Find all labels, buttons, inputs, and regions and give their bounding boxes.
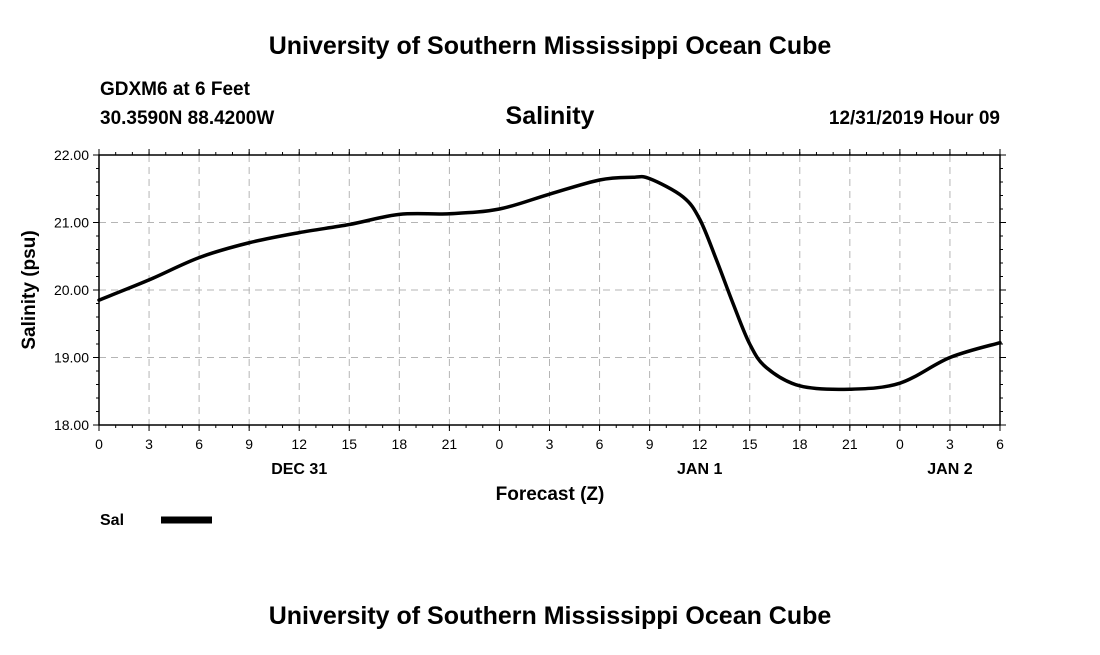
series-layer (97, 174, 1002, 392)
x-tick-label: 21 (842, 436, 858, 452)
x-tick-label: 12 (692, 436, 708, 452)
x-tick-label: 18 (792, 436, 808, 452)
x-tick-label: 3 (946, 436, 954, 452)
x-tick-label: 15 (341, 436, 357, 452)
timestamp-label: 12/31/2019 Hour 09 (829, 108, 1000, 129)
day-label: JAN 1 (677, 461, 722, 478)
x-tick-label: 6 (596, 436, 604, 452)
x-axis: 0 3 6 9 12 15 18 21 0 3 6 9 12 15 18 21 0 3 6 (95, 149, 1004, 452)
day-label: JAN 2 (927, 461, 972, 478)
day-label: DEC 31 (271, 461, 327, 478)
y-axis-title: Salinity (psu) (19, 230, 40, 349)
x-tick-label: 12 (291, 436, 307, 452)
page-title: University of Southern Mississippi Ocean… (269, 32, 832, 60)
x-tick-label: 15 (742, 436, 758, 452)
footer-title: University of Southern Mississippi Ocean… (269, 602, 832, 630)
x-tick-label: 3 (145, 436, 153, 452)
day-labels: DEC 31 JAN 1 JAN 2 (271, 461, 973, 478)
x-tick-label: 21 (442, 436, 458, 452)
x-tick-label: 3 (546, 436, 554, 452)
x-tick-label: 6 (195, 436, 203, 452)
y-tick-label: 20.00 (54, 282, 89, 298)
x-tick-label: 0 (496, 436, 504, 452)
station-label: GDXM6 at 6 Feet (100, 79, 251, 100)
y-tick-label: 21.00 (54, 215, 89, 231)
chart-title: Salinity (506, 102, 595, 130)
y-tick-label: 22.00 (54, 147, 89, 163)
y-tick-label: 19.00 (54, 350, 89, 366)
y-axis: 18.00 19.00 20.00 21.00 22.00 (54, 147, 1006, 433)
series-line-sal (97, 174, 1002, 392)
x-tick-label: 0 (95, 436, 103, 452)
x-axis-title: Forecast (Z) (496, 484, 605, 505)
x-tick-label: 6 (996, 436, 1004, 452)
y-tick-label: 18.00 (54, 417, 89, 433)
x-tick-label: 9 (245, 436, 253, 452)
coords-label: 30.3590N 88.4200W (100, 108, 274, 129)
legend-label: Sal (100, 512, 124, 529)
grid (99, 155, 1000, 425)
x-tick-label: 9 (646, 436, 654, 452)
legend: Sal (100, 512, 212, 529)
x-tick-label: 0 (896, 436, 904, 452)
x-tick-label: 18 (392, 436, 408, 452)
